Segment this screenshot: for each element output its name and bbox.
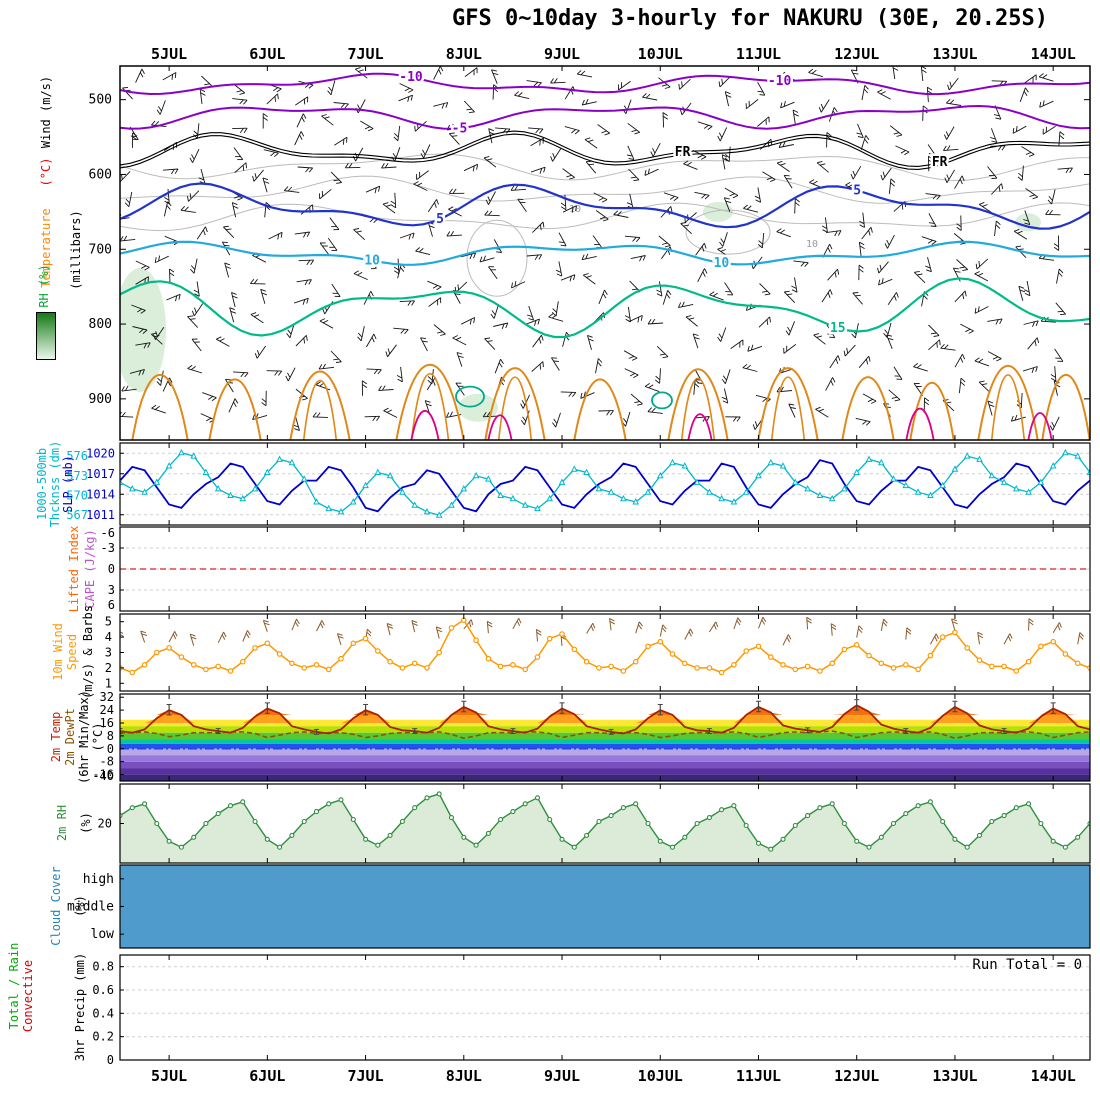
svg-text:9JUL: 9JUL — [544, 1067, 580, 1085]
svg-text:0.8: 0.8 — [92, 960, 114, 974]
svg-text:32: 32 — [100, 690, 114, 704]
svg-text:13JUL: 13JUL — [932, 1067, 977, 1085]
svg-text:5: 5 — [436, 212, 444, 227]
svg-text:0: 0 — [107, 1053, 114, 1067]
panel-upper-air: 10 10 -10 -10 -5 FR FR 5 5 10 10 15 — [120, 66, 1090, 440]
svg-text:600: 600 — [89, 167, 112, 182]
svg-text:6: 6 — [108, 598, 115, 612]
svg-text:570: 570 — [66, 488, 88, 502]
svg-text:10JUL: 10JUL — [638, 45, 683, 63]
svg-text:12JUL: 12JUL — [834, 1067, 879, 1085]
svg-text:5JUL: 5JUL — [151, 1067, 187, 1085]
svg-text:7JUL: 7JUL — [348, 45, 384, 63]
svg-text:14JUL: 14JUL — [1031, 45, 1076, 63]
svg-text:FR: FR — [932, 155, 948, 170]
svg-text:6JUL: 6JUL — [249, 45, 285, 63]
svg-text:11JUL: 11JUL — [736, 45, 781, 63]
panel-wind10m — [120, 616, 1090, 676]
svg-text:low: low — [91, 927, 115, 942]
svg-text:12JUL: 12JUL — [834, 45, 879, 63]
svg-text:0.4: 0.4 — [92, 1006, 114, 1020]
svg-text:high: high — [83, 872, 114, 887]
svg-text:-16: -16 — [92, 768, 114, 782]
panel-rh2m — [120, 791, 1090, 863]
svg-text:800: 800 — [89, 317, 112, 332]
svg-text:1011: 1011 — [86, 508, 115, 522]
svg-text:4: 4 — [105, 630, 112, 644]
svg-text:-10: -10 — [399, 70, 423, 85]
svg-text:0: 0 — [107, 742, 114, 756]
svg-text:3: 3 — [108, 583, 115, 597]
svg-text:-5: -5 — [452, 121, 468, 136]
cloud-cover-fill — [120, 865, 1090, 948]
svg-text:11JUL: 11JUL — [736, 1067, 781, 1085]
svg-text:20: 20 — [98, 817, 112, 831]
svg-text:16: 16 — [100, 716, 114, 730]
rh-colorbar-legend — [36, 312, 56, 360]
svg-text:-8: -8 — [100, 755, 114, 769]
svg-text:500: 500 — [89, 93, 112, 108]
svg-text:24: 24 — [100, 703, 114, 717]
svg-text:-6: -6 — [101, 526, 115, 540]
svg-text:5: 5 — [105, 615, 112, 629]
svg-text:14JUL: 14JUL — [1031, 1067, 1076, 1085]
svg-text:10JUL: 10JUL — [638, 1067, 683, 1085]
svg-text:7JUL: 7JUL — [348, 1067, 384, 1085]
svg-text:FR: FR — [675, 145, 691, 160]
svg-text:6JUL: 6JUL — [249, 1067, 285, 1085]
svg-text:-3: -3 — [101, 541, 115, 555]
svg-text:middle: middle — [67, 900, 114, 915]
chart-title: GFS 0~10day 3-hourly for NAKURU (30E, 20… — [451, 6, 1049, 31]
panel-slp-thickness — [120, 448, 1090, 518]
svg-text:15: 15 — [830, 321, 846, 336]
run-total-label: Run Total = 0 — [972, 957, 1082, 973]
svg-text:9JUL: 9JUL — [544, 45, 580, 63]
svg-text:567: 567 — [66, 508, 88, 522]
svg-text:10: 10 — [714, 256, 730, 271]
svg-text:2: 2 — [105, 661, 112, 675]
svg-text:0.6: 0.6 — [92, 983, 114, 997]
svg-text:5JUL: 5JUL — [151, 45, 187, 63]
svg-text:3: 3 — [105, 646, 112, 660]
svg-text:0.2: 0.2 — [92, 1030, 114, 1044]
svg-text:0: 0 — [108, 562, 115, 576]
panel-temp2m — [120, 699, 1090, 781]
svg-text:10: 10 — [364, 254, 380, 269]
svg-text:576: 576 — [66, 449, 88, 463]
svg-text:8: 8 — [107, 729, 114, 743]
svg-text:-10: -10 — [768, 74, 792, 89]
svg-text:900: 900 — [89, 392, 112, 407]
svg-text:1: 1 — [105, 676, 112, 690]
svg-text:573: 573 — [66, 469, 88, 483]
svg-text:1014: 1014 — [86, 487, 115, 501]
svg-text:8JUL: 8JUL — [446, 1067, 482, 1085]
svg-text:13JUL: 13JUL — [932, 45, 977, 63]
svg-text:1017: 1017 — [86, 467, 115, 481]
svg-text:8JUL: 8JUL — [446, 45, 482, 63]
svg-text:700: 700 — [89, 242, 112, 257]
svg-text:10: 10 — [569, 204, 581, 215]
svg-text:10: 10 — [806, 239, 818, 250]
svg-text:-40: -40 — [92, 769, 114, 783]
svg-text:1020: 1020 — [86, 446, 115, 460]
svg-text:5: 5 — [853, 183, 861, 198]
